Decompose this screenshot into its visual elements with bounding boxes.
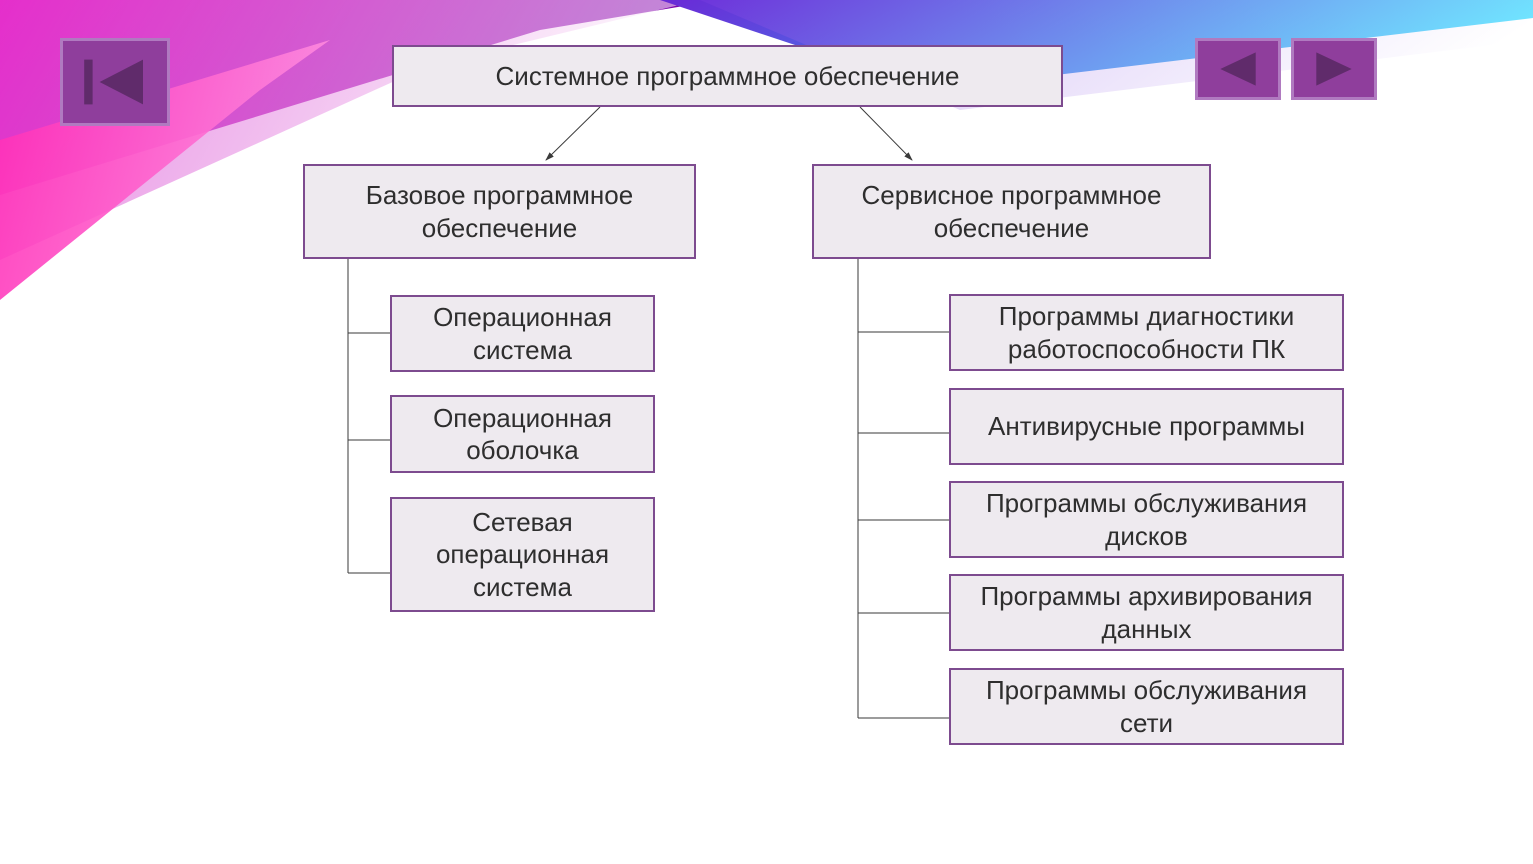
node-label: Сетевая операционная система bbox=[402, 506, 643, 604]
node-base: Базовое программное обеспечение bbox=[303, 164, 696, 259]
node-base-child: Операционная оболочка bbox=[390, 395, 655, 473]
node-label: Сервисное программное обеспечение bbox=[824, 179, 1199, 244]
node-label: Программы обслуживания дисков bbox=[961, 487, 1332, 552]
node-base-child: Операционная система bbox=[390, 295, 655, 372]
nav-home-button[interactable] bbox=[60, 38, 170, 126]
node-service-child: Программы обслуживания сети bbox=[949, 668, 1344, 745]
node-label: Программы обслуживания сети bbox=[961, 674, 1332, 739]
node-root: Системное программное обеспечение bbox=[392, 45, 1063, 107]
node-service-child: Программы обслуживания дисков bbox=[949, 481, 1344, 558]
node-label: Базовое программное обеспечение bbox=[315, 179, 684, 244]
node-service-child: Антивирусные программы bbox=[949, 388, 1344, 465]
skip-to-start-icon bbox=[80, 54, 150, 110]
node-service: Сервисное программное обеспечение bbox=[812, 164, 1211, 259]
node-label: Системное программное обеспечение bbox=[496, 60, 960, 93]
node-label: Операционная оболочка bbox=[402, 402, 643, 467]
node-label: Операционная система bbox=[402, 301, 643, 366]
arrow-right-icon bbox=[1308, 48, 1360, 90]
node-label: Программы архивирования данных bbox=[961, 580, 1332, 645]
node-service-child: Программы архивирования данных bbox=[949, 574, 1344, 651]
node-base-child: Сетевая операционная система bbox=[390, 497, 655, 612]
arrow-left-icon bbox=[1212, 48, 1264, 90]
nav-next-button[interactable] bbox=[1291, 38, 1377, 100]
node-label: Антивирусные программы bbox=[988, 410, 1305, 443]
node-label: Программы диагностики работоспособности … bbox=[961, 300, 1332, 365]
nav-prev-button[interactable] bbox=[1195, 38, 1281, 100]
node-service-child: Программы диагностики работоспособности … bbox=[949, 294, 1344, 371]
